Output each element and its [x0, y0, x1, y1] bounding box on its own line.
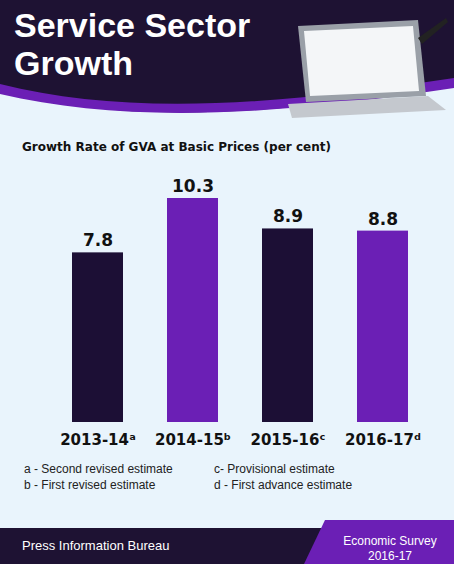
html-text:c- Provisional estimate: c- Provisional estimate — [214, 462, 335, 476]
html-text:b - First revised estimate: b - First revised estimate — [24, 478, 156, 492]
svg-text:8.9: 8.9 — [273, 206, 303, 226]
html-text:Growth Rate of GVA at Basic Pr: Growth Rate of GVA at Basic Prices (per … — [22, 140, 331, 154]
html-text:Press Information Bureau: Press Information Bureau — [22, 538, 170, 553]
svg-text:2015-16ᶜ: 2015-16ᶜ — [250, 431, 325, 449]
svg-text:8.8: 8.8 — [368, 209, 398, 229]
html-text:d - First advance estimate: d - First advance estimate — [214, 478, 353, 492]
svg-text:2016-17ᵈ: 2016-17ᵈ — [345, 431, 421, 449]
svg-text:2013-14ᵃ: 2013-14ᵃ — [60, 431, 136, 449]
html-text:a - Second revised estimate: a - Second revised estimate — [24, 462, 173, 476]
html-text:Service Sector Growth: Service Sector Growth — [14, 6, 251, 82]
html-text:Economic Survey 2016-17: Economic Survey 2016-17 — [343, 534, 437, 563]
svg-text:7.8: 7.8 — [83, 230, 113, 250]
svg-text:2014-15ᵇ: 2014-15ᵇ — [155, 431, 231, 449]
svg-text:10.3: 10.3 — [172, 176, 214, 196]
